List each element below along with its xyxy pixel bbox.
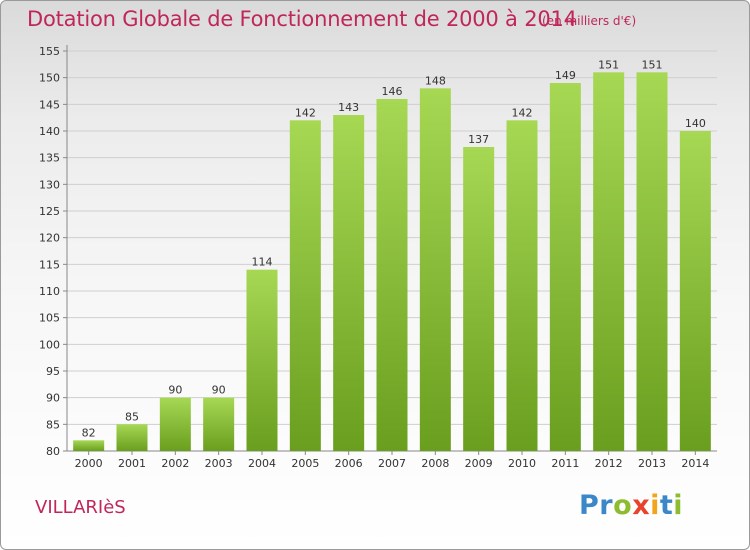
- data-label: 140: [685, 117, 706, 130]
- data-label: 146: [382, 85, 403, 98]
- proxiti-logo[interactable]: Proxiti: [579, 490, 683, 521]
- chart-subtitle: (en milliers d'€): [542, 14, 637, 28]
- x-tick-label: 2014: [681, 457, 709, 470]
- x-tick-label: 2001: [118, 457, 146, 470]
- data-label: 149: [555, 69, 576, 82]
- x-tick-label: 2007: [378, 457, 406, 470]
- y-tick-label: 115: [39, 258, 60, 271]
- bar: [203, 397, 235, 451]
- bar: [593, 72, 625, 451]
- y-tick-label: 90: [46, 392, 60, 405]
- data-label: 151: [642, 58, 663, 71]
- y-tick-label: 85: [46, 418, 60, 431]
- x-tick-label: 2002: [161, 457, 189, 470]
- x-tick-label: 2012: [595, 457, 623, 470]
- logo-letter: t: [659, 490, 674, 521]
- logo-letter: P: [579, 490, 600, 521]
- bar: [463, 147, 495, 451]
- bar: [246, 269, 278, 451]
- data-label: 90: [212, 384, 226, 397]
- y-tick-label: 120: [39, 232, 60, 245]
- data-label: 148: [425, 74, 446, 87]
- y-tick-label: 80: [46, 445, 60, 458]
- y-tick-label: 150: [39, 72, 60, 85]
- bar: [636, 72, 668, 451]
- bar: [333, 115, 365, 451]
- y-tick-label: 155: [39, 45, 60, 58]
- x-tick-label: 2011: [551, 457, 579, 470]
- y-tick-label: 110: [39, 285, 60, 298]
- bar: [289, 120, 321, 451]
- logo-letter: x: [632, 490, 651, 521]
- y-tick-label: 105: [39, 312, 60, 325]
- chart-title: Dotation Globale de Fonctionnement de 20…: [27, 7, 577, 31]
- x-tick-label: 2004: [248, 457, 276, 470]
- x-tick-label: 2000: [75, 457, 103, 470]
- x-tick-label: 2003: [205, 457, 233, 470]
- bar: [679, 131, 711, 451]
- x-tick-label: 2005: [291, 457, 319, 470]
- data-label: 142: [295, 106, 316, 119]
- y-tick-label: 130: [39, 178, 60, 191]
- commune-name: VILLARIèS: [35, 497, 126, 518]
- data-label: 114: [252, 256, 273, 269]
- bar: [116, 424, 148, 451]
- data-label: 90: [168, 384, 182, 397]
- logo-letter: i: [673, 490, 684, 521]
- bar: [506, 120, 538, 451]
- bar: [73, 440, 105, 451]
- data-label: 151: [598, 58, 619, 71]
- bar: [159, 397, 191, 451]
- bar: [376, 99, 408, 451]
- data-label: 137: [468, 133, 489, 146]
- logo-letter: r: [599, 490, 614, 521]
- logo-letter: o: [613, 490, 633, 521]
- x-tick-label: 2009: [465, 457, 493, 470]
- bar: [549, 83, 581, 451]
- x-tick-label: 2010: [508, 457, 536, 470]
- data-label: 143: [338, 101, 359, 114]
- y-tick-label: 95: [46, 365, 60, 378]
- y-tick-label: 140: [39, 125, 60, 138]
- bar: [419, 88, 451, 451]
- logo-letter: i: [650, 490, 660, 521]
- y-tick-label: 145: [39, 98, 60, 111]
- y-tick-label: 100: [39, 338, 60, 351]
- data-label: 85: [125, 410, 139, 423]
- x-tick-label: 2008: [421, 457, 449, 470]
- x-tick-label: 2006: [335, 457, 363, 470]
- x-tick-label: 2013: [638, 457, 666, 470]
- data-label: 82: [82, 426, 96, 439]
- y-tick-label: 125: [39, 205, 60, 218]
- y-tick-label: 135: [39, 152, 60, 165]
- data-label: 142: [512, 106, 533, 119]
